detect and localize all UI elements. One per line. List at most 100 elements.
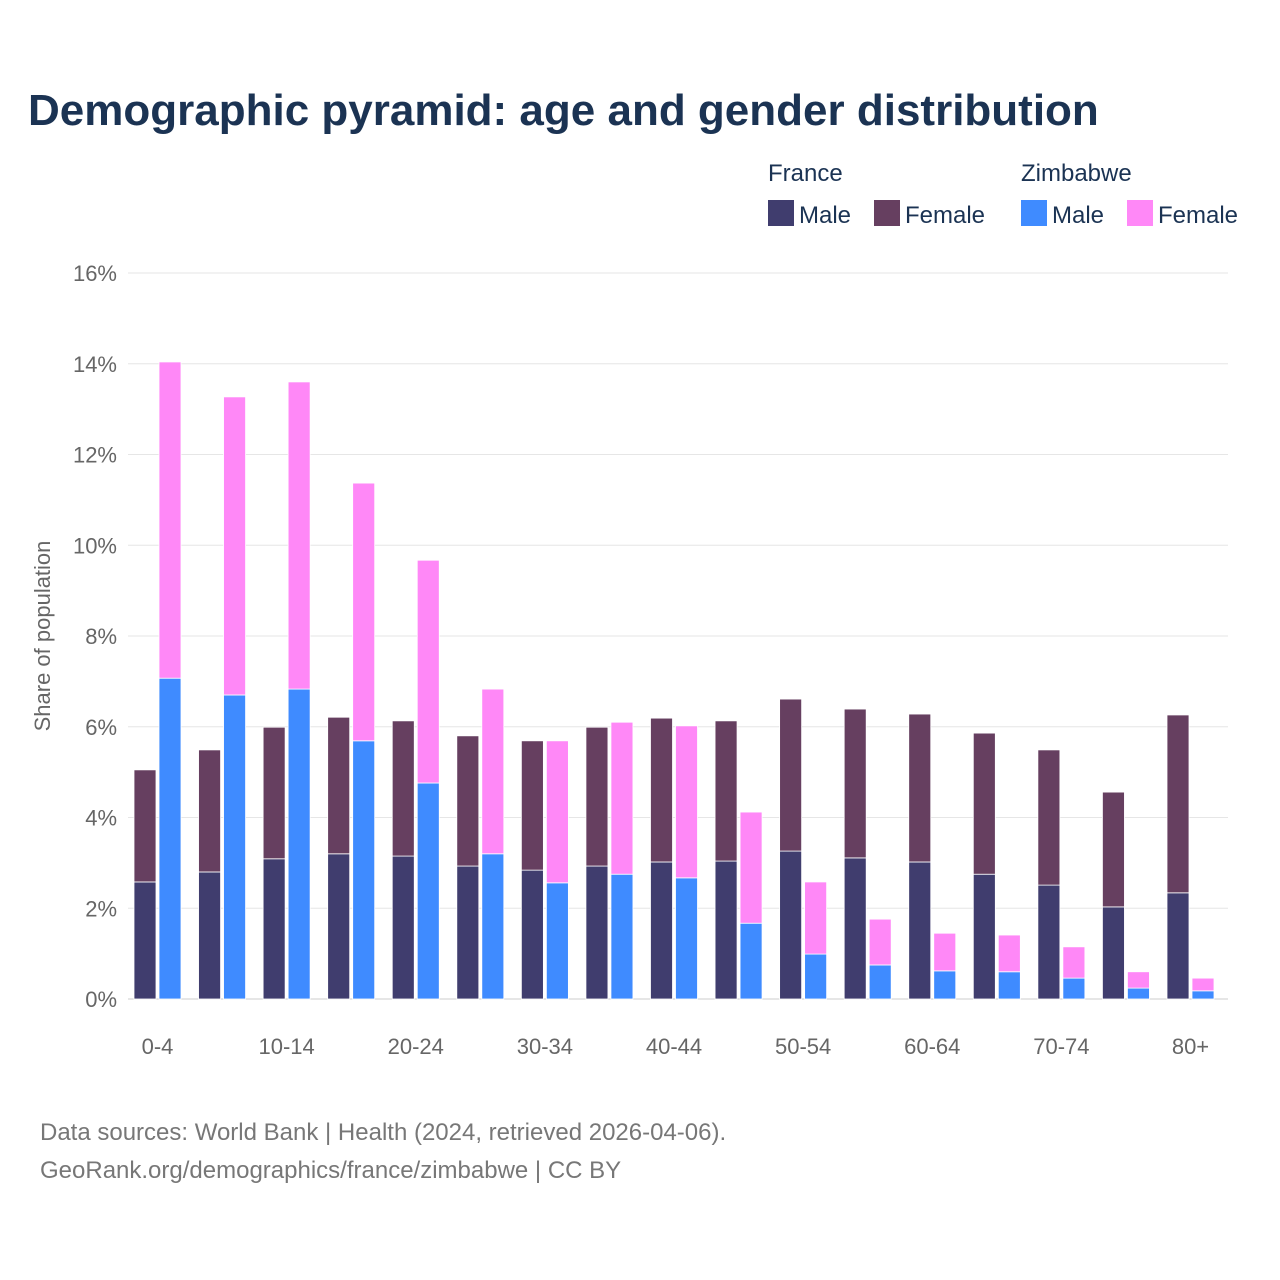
bar-france-male-75-79[interactable] [1102, 906, 1125, 1000]
bar-zimbabwe-female-45-49[interactable] [739, 811, 763, 924]
legend: France Male Female Zimbabwe Male Female [768, 160, 1238, 229]
y-tick-label: 2% [85, 896, 117, 921]
x-axis: 0-4 10-14 20-24 30-34 40-44 50-54 60-64 70-74 80… [142, 1034, 1210, 1059]
bar-france-female-55-59[interactable] [843, 708, 867, 859]
bar-zimbabwe-female-40-44[interactable] [675, 725, 698, 879]
bar-zimbabwe-male-0-4[interactable] [158, 677, 182, 1000]
bar-france-male-55-59[interactable] [843, 857, 867, 1000]
bar-zimbabwe-female-35-39[interactable] [610, 721, 634, 875]
bar-france-female-40-44[interactable] [650, 717, 673, 863]
bar-france-female-15-19[interactable] [327, 716, 351, 855]
bar-france-male-40-44[interactable] [650, 861, 673, 1000]
bar-france-female-30-34[interactable] [520, 740, 544, 871]
legend-label[interactable]: Male [799, 202, 851, 229]
bar-france-female-0-4[interactable] [133, 769, 157, 883]
y-tick-label: 10% [73, 533, 117, 558]
bars [133, 361, 1215, 1000]
bar-zimbabwe-male-80+[interactable] [1191, 990, 1215, 1000]
bar-zimbabwe-female-0-4[interactable] [158, 361, 182, 679]
bar-zimbabwe-male-15-19[interactable] [352, 740, 376, 1000]
bar-france-female-65-69[interactable] [972, 732, 996, 875]
bar-france-female-80+[interactable] [1166, 714, 1190, 894]
bar-france-female-35-39[interactable] [585, 726, 609, 867]
legend-swatch[interactable] [1021, 200, 1047, 226]
bar-zimbabwe-female-55-59[interactable] [868, 918, 892, 966]
bar-france-male-80+[interactable] [1166, 892, 1190, 1000]
bar-zimbabwe-female-70-74[interactable] [1062, 946, 1086, 979]
bar-zimbabwe-male-75-79[interactable] [1127, 987, 1150, 1000]
bar-zimbabwe-male-35-39[interactable] [610, 873, 634, 1000]
y-tick-label: 4% [85, 806, 117, 831]
bar-france-male-5-9[interactable] [198, 871, 221, 1000]
bar-zimbabwe-female-5-9[interactable] [223, 396, 246, 696]
bar-zimbabwe-male-45-49[interactable] [739, 922, 763, 1000]
legend-swatch[interactable] [768, 200, 794, 226]
legend-label[interactable]: Female [905, 202, 985, 229]
bar-zimbabwe-male-50-54[interactable] [804, 953, 828, 1000]
bar-zimbabwe-female-50-54[interactable] [804, 881, 828, 955]
bar-zimbabwe-female-25-29[interactable] [481, 688, 505, 855]
x-tick-label: 80+ [1172, 1034, 1209, 1059]
bar-zimbabwe-female-20-24[interactable] [416, 559, 440, 784]
bar-france-female-60-64[interactable] [908, 713, 932, 863]
footer-source: Data sources: World Bank | Health (2024,… [40, 1119, 726, 1146]
bar-france-male-0-4[interactable] [133, 881, 157, 1000]
y-tick-label: 16% [73, 261, 117, 286]
bar-france-female-45-49[interactable] [714, 720, 738, 862]
y-tick-label: 6% [85, 715, 117, 740]
bar-france-male-70-74[interactable] [1037, 884, 1061, 1000]
legend-swatch[interactable] [1127, 200, 1153, 226]
bar-france-female-5-9[interactable] [198, 749, 221, 873]
bar-france-female-10-14[interactable] [262, 726, 286, 860]
bar-france-female-20-24[interactable] [391, 720, 415, 857]
y-tick-label: 0% [85, 987, 117, 1012]
legend-group-title: Zimbabwe [1021, 160, 1132, 187]
bar-france-female-75-79[interactable] [1102, 791, 1125, 908]
bar-france-female-50-54[interactable] [779, 698, 803, 852]
bar-zimbabwe-male-25-29[interactable] [481, 853, 505, 1000]
bar-zimbabwe-male-30-34[interactable] [545, 882, 569, 1000]
legend-label[interactable]: Male [1052, 202, 1104, 229]
bar-zimbabwe-male-10-14[interactable] [287, 688, 311, 1000]
bar-zimbabwe-female-15-19[interactable] [352, 482, 376, 742]
legend-group-title: France [768, 160, 843, 187]
y-tick-label: 12% [73, 443, 117, 468]
y-axis-label: Share of population [30, 541, 55, 732]
bar-france-female-25-29[interactable] [456, 735, 480, 867]
bar-zimbabwe-male-70-74[interactable] [1062, 977, 1086, 1000]
bar-france-male-45-49[interactable] [714, 860, 738, 1000]
x-tick-label: 50-54 [775, 1034, 831, 1059]
bar-france-male-65-69[interactable] [972, 873, 996, 1000]
bar-zimbabwe-female-75-79[interactable] [1127, 971, 1150, 989]
bar-france-male-20-24[interactable] [391, 855, 415, 1000]
bar-france-male-15-19[interactable] [327, 853, 351, 1000]
bar-zimbabwe-male-5-9[interactable] [223, 694, 246, 1000]
bar-zimbabwe-male-65-69[interactable] [997, 971, 1021, 1000]
bar-zimbabwe-female-30-34[interactable] [545, 740, 569, 884]
bar-france-female-70-74[interactable] [1037, 749, 1061, 886]
bar-zimbabwe-male-40-44[interactable] [675, 877, 698, 1000]
bar-zimbabwe-female-80+[interactable] [1191, 977, 1215, 992]
x-tick-label: 20-24 [388, 1034, 444, 1059]
bar-zimbabwe-female-60-64[interactable] [933, 932, 957, 972]
bar-france-male-25-29[interactable] [456, 865, 480, 1000]
bar-zimbabwe-female-65-69[interactable] [997, 934, 1021, 973]
bar-zimbabwe-female-10-14[interactable] [287, 381, 311, 690]
bar-zimbabwe-male-55-59[interactable] [868, 964, 892, 1000]
bar-france-male-50-54[interactable] [779, 850, 803, 1000]
legend-label[interactable]: Female [1158, 202, 1238, 229]
bar-zimbabwe-male-60-64[interactable] [933, 970, 957, 1000]
legend-swatch[interactable] [874, 200, 900, 226]
bar-france-male-30-34[interactable] [520, 869, 544, 1000]
bar-france-male-10-14[interactable] [262, 858, 286, 1000]
footer-link[interactable]: GeoRank.org/demographics/france/zimbabwe… [40, 1157, 621, 1184]
x-tick-label: 30-34 [517, 1034, 573, 1059]
bar-france-male-35-39[interactable] [585, 865, 609, 1000]
bar-france-male-60-64[interactable] [908, 861, 932, 1000]
bar-zimbabwe-male-20-24[interactable] [416, 782, 440, 1000]
gridlines [128, 272, 1228, 1000]
x-tick-label: 0-4 [142, 1034, 174, 1059]
x-tick-label: 70-74 [1033, 1034, 1089, 1059]
